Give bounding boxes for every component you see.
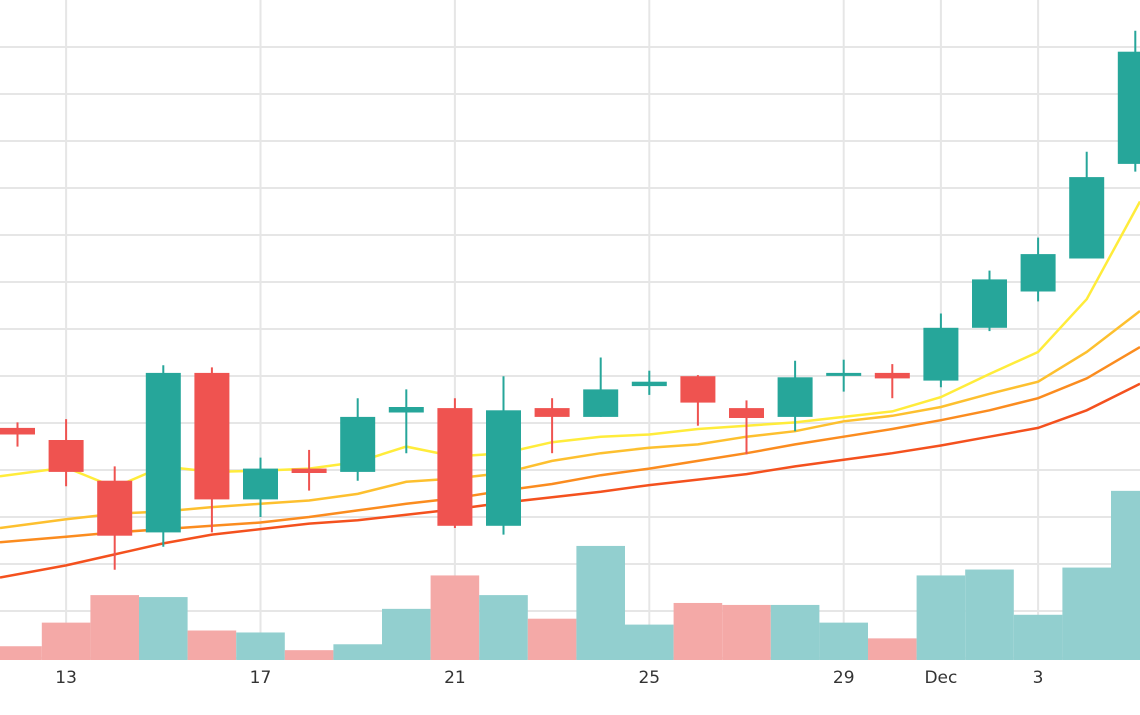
candle bbox=[97, 466, 133, 570]
candle-body bbox=[583, 389, 619, 417]
x-axis: 13 17 21 25 29 Dec 3 bbox=[55, 668, 1043, 688]
volume-bar bbox=[722, 604, 771, 660]
candle-body bbox=[729, 408, 764, 418]
volume-layer bbox=[0, 490, 1140, 660]
volume-bar bbox=[1111, 490, 1140, 660]
volume-bar bbox=[187, 630, 237, 660]
candle bbox=[243, 457, 278, 517]
volume-bar bbox=[41, 622, 91, 660]
candle-body bbox=[486, 410, 521, 526]
grid-layer bbox=[0, 0, 1140, 660]
candle bbox=[729, 400, 764, 455]
candle bbox=[437, 398, 473, 528]
x-tick-label: 21 bbox=[444, 668, 466, 688]
candle bbox=[826, 359, 862, 392]
x-tick-label: Dec bbox=[924, 668, 957, 688]
candle-layer bbox=[0, 30, 1140, 570]
candle-body bbox=[48, 440, 84, 472]
candle bbox=[680, 375, 716, 426]
candle-body bbox=[631, 381, 667, 387]
x-tick-label: 13 bbox=[55, 668, 77, 688]
candle-body bbox=[923, 327, 959, 381]
volume-bar bbox=[965, 569, 1014, 660]
volume-bar bbox=[916, 575, 966, 660]
volume-bar bbox=[382, 608, 431, 660]
x-tick-label: 25 bbox=[638, 668, 660, 688]
candle-body bbox=[534, 408, 570, 417]
x-tick-label: 3 bbox=[1033, 668, 1044, 688]
volume-bar bbox=[527, 618, 577, 660]
volume-bar bbox=[1013, 614, 1063, 660]
candle bbox=[486, 376, 521, 535]
candle bbox=[777, 360, 813, 432]
candle-body bbox=[1020, 254, 1056, 292]
volume-bar bbox=[1062, 567, 1111, 660]
candle bbox=[874, 364, 910, 399]
candle bbox=[631, 370, 667, 395]
volume-bar bbox=[333, 644, 382, 660]
volume-bar bbox=[284, 650, 334, 660]
volume-bar bbox=[673, 602, 723, 660]
candle-body bbox=[388, 407, 424, 413]
candle-body bbox=[97, 480, 133, 536]
candle-body bbox=[972, 279, 1007, 328]
candle bbox=[972, 270, 1007, 332]
x-tick-label: 17 bbox=[250, 668, 272, 688]
candle bbox=[923, 313, 959, 388]
candle-body bbox=[1069, 177, 1105, 259]
volume-bar bbox=[576, 545, 625, 660]
candle bbox=[145, 365, 181, 547]
x-tick-label: 29 bbox=[833, 668, 855, 688]
candle-body bbox=[777, 377, 813, 417]
candle-body bbox=[194, 372, 230, 500]
candle bbox=[534, 398, 570, 454]
candle-body bbox=[291, 468, 327, 473]
candle bbox=[340, 398, 376, 481]
volume-bar bbox=[625, 624, 674, 660]
candle-body bbox=[243, 468, 278, 500]
candle bbox=[1069, 151, 1105, 259]
candle bbox=[388, 389, 424, 454]
candle bbox=[1117, 30, 1140, 172]
candle-body bbox=[1117, 51, 1140, 164]
candle-body bbox=[0, 427, 35, 435]
volume-bar bbox=[770, 604, 820, 660]
candle-body bbox=[680, 376, 716, 403]
candle bbox=[583, 357, 619, 417]
volume-bar bbox=[236, 632, 285, 660]
candle-body bbox=[874, 372, 910, 379]
candle bbox=[1020, 237, 1056, 302]
volume-bar bbox=[90, 595, 139, 660]
volume-bar bbox=[139, 597, 188, 660]
candle bbox=[194, 367, 230, 533]
volume-bar bbox=[0, 646, 42, 660]
candle-body bbox=[437, 408, 473, 526]
moving-average-line-4 bbox=[0, 382, 1140, 579]
candle-body bbox=[340, 416, 376, 472]
volume-bar bbox=[868, 638, 917, 660]
candle bbox=[48, 419, 84, 487]
volume-bar bbox=[479, 595, 528, 660]
volume-bar bbox=[430, 575, 480, 660]
candle bbox=[0, 422, 35, 447]
candle bbox=[291, 449, 327, 491]
candle-body bbox=[145, 372, 181, 533]
candle-body bbox=[826, 372, 862, 376]
volume-bar bbox=[819, 622, 868, 660]
